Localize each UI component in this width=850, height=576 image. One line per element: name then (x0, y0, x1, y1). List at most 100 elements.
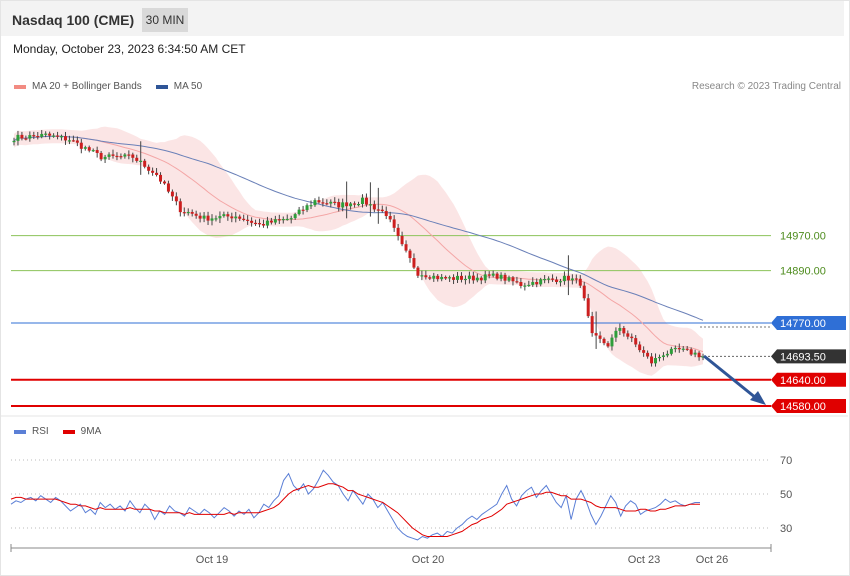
ma20-swatch (14, 84, 26, 89)
candle-body (313, 200, 317, 206)
candle-body (107, 154, 111, 157)
candle-body (139, 160, 143, 162)
time-axis-label: Oct 20 (412, 554, 444, 566)
candle-body (178, 201, 182, 213)
candle-body (404, 244, 408, 251)
candle-body (67, 140, 71, 142)
moving-averages (13, 135, 704, 353)
candle-body (56, 135, 60, 137)
level-label-14970.00: 14970.00 (780, 231, 826, 243)
time-axis-label: Oct 26 (696, 554, 728, 566)
candle-body (408, 250, 412, 259)
candle-body (194, 213, 198, 216)
candle-body (681, 348, 685, 350)
rsi-lines (10, 469, 700, 541)
candle-body (99, 152, 103, 160)
candle-body (551, 278, 555, 280)
candle-body (634, 338, 638, 345)
candle-body (147, 166, 151, 171)
candle-body (222, 214, 226, 217)
candle-body (471, 275, 475, 281)
candle-body (258, 223, 262, 225)
candle-body (305, 205, 309, 211)
candle-body (250, 220, 254, 223)
candle-body (44, 133, 48, 135)
candle-body (91, 150, 95, 152)
bollinger-band-area (14, 126, 703, 376)
9ma-swatch (62, 429, 75, 434)
candle-body (515, 281, 519, 283)
rsi-tick-50: 50 (780, 489, 792, 501)
interval-button[interactable]: 30 MIN (142, 8, 188, 32)
candle-body (24, 138, 28, 140)
candle-body (380, 209, 384, 212)
time-axis-label: Oct 23 (628, 554, 660, 566)
price-levels (11, 235, 771, 407)
candle-body (202, 215, 206, 219)
candle-body (159, 174, 163, 182)
candle-body (436, 275, 440, 280)
candle-body (230, 216, 234, 219)
candle-body (166, 183, 170, 192)
candle-body (210, 218, 214, 221)
candle-body (71, 140, 75, 142)
legend-label-9ma: 9MA (80, 426, 102, 437)
forecast-arrow-head (750, 391, 766, 405)
candle-body (325, 203, 329, 205)
level-tag-14770.00 (771, 316, 846, 330)
credit-text: Research © 2023 Trading Central (691, 81, 841, 92)
candle-body (384, 211, 388, 217)
candle-body (135, 157, 139, 161)
candle-body (693, 352, 697, 355)
candle-body (630, 336, 634, 339)
level-label-14640.00: 14640.00 (780, 375, 826, 387)
candle-body (701, 356, 705, 358)
candle-body (503, 274, 507, 281)
candle-body (558, 281, 562, 283)
level-label-14580.00: 14580.00 (780, 401, 826, 413)
candle-body (234, 216, 238, 219)
candle-body (618, 327, 622, 331)
candle-body (265, 220, 269, 226)
candle-body (293, 214, 297, 219)
candle-body (519, 282, 523, 286)
level-tag-14640.00 (771, 372, 846, 387)
candle-body (586, 298, 590, 317)
candle-body (511, 277, 515, 282)
candle-body (151, 170, 155, 173)
candle-body (115, 155, 119, 158)
candle-body (416, 267, 420, 276)
candle-body (452, 277, 456, 280)
candle-body (448, 277, 452, 279)
candle-body (162, 181, 166, 184)
candle-body (170, 191, 174, 197)
ma50-line (13, 135, 704, 321)
candle-body (547, 278, 551, 280)
candle-body (543, 278, 547, 281)
candle-body (32, 135, 36, 137)
candle-body (598, 335, 602, 339)
candle-body (285, 218, 289, 221)
candle-body (638, 344, 642, 351)
ma50-swatch (155, 84, 168, 89)
candle-body (63, 136, 67, 141)
candle-body (52, 135, 56, 137)
legend-label-ma50: MA 50 (173, 81, 203, 92)
candle-body (495, 273, 499, 279)
candle-body (353, 203, 357, 205)
candle-body (582, 285, 586, 299)
rsi-series-9ma (10, 483, 700, 537)
candle-body (111, 154, 115, 156)
level-tag-14693.50 (771, 349, 846, 364)
candle-body (392, 219, 396, 228)
candle-body (432, 275, 436, 279)
candle-body (349, 203, 353, 207)
candle-body (535, 281, 539, 285)
candlesticks (12, 130, 705, 367)
candle-body (665, 353, 669, 356)
candle-body (16, 134, 20, 141)
candle-body (669, 348, 673, 354)
candle-body (345, 202, 349, 207)
candle-body (531, 281, 535, 285)
candle-body (539, 279, 543, 285)
